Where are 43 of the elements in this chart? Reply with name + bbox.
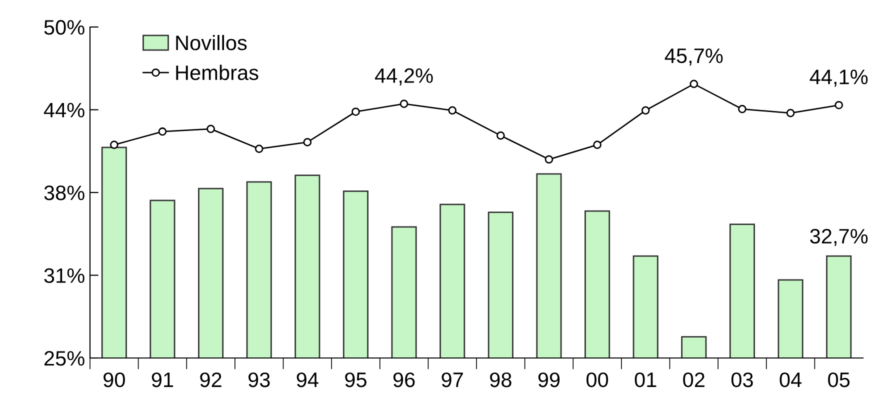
x-tick-label: 90 bbox=[104, 372, 125, 388]
point bbox=[544, 155, 554, 164]
point bbox=[206, 124, 215, 134]
x-tick-label: 91 bbox=[152, 372, 174, 388]
x-tick-label: 95 bbox=[345, 372, 366, 388]
point bbox=[448, 106, 457, 115]
x-tick-label: 94 bbox=[296, 372, 318, 388]
y-tick-label: 50% bbox=[44, 20, 84, 35]
x-tick-label: 02 bbox=[683, 372, 704, 388]
data-label: 44,1% bbox=[810, 70, 868, 87]
legend-label: Novillos bbox=[176, 34, 247, 50]
x-tick-label: 03 bbox=[731, 372, 753, 388]
point bbox=[834, 100, 844, 110]
data-label: 32,7% bbox=[810, 228, 868, 246]
data-label: 44,2% bbox=[374, 68, 433, 86]
y-tick-label: 31% bbox=[44, 268, 84, 284]
point bbox=[158, 127, 167, 136]
x-tick-label: 99 bbox=[538, 372, 560, 388]
point bbox=[786, 108, 795, 118]
y-tick-label: 44% bbox=[44, 102, 84, 118]
y-tick-label: 38% bbox=[44, 186, 84, 200]
x-tick-label: 00 bbox=[586, 372, 608, 388]
x-tick-label: 92 bbox=[200, 372, 222, 388]
x-tick-label: 04 bbox=[780, 372, 802, 388]
data-label: 45,7% bbox=[664, 48, 723, 66]
x-tick-label: 93 bbox=[248, 372, 270, 388]
point bbox=[110, 140, 118, 150]
point bbox=[738, 104, 746, 114]
x-tick-label: 96 bbox=[393, 372, 415, 388]
point bbox=[303, 138, 312, 146]
point bbox=[352, 108, 360, 116]
x-tick-label: 97 bbox=[442, 372, 463, 388]
y-tick-label: 25% bbox=[44, 351, 84, 366]
point bbox=[641, 106, 650, 115]
point bbox=[400, 100, 408, 108]
legend-label: Hembras bbox=[176, 64, 258, 80]
point bbox=[593, 140, 602, 150]
x-tick-label: 98 bbox=[490, 372, 512, 388]
point bbox=[254, 144, 264, 153]
x-tick-label: 05 bbox=[828, 372, 850, 388]
point bbox=[496, 131, 505, 140]
x-tick-label: 01 bbox=[634, 372, 656, 388]
point bbox=[690, 80, 698, 88]
